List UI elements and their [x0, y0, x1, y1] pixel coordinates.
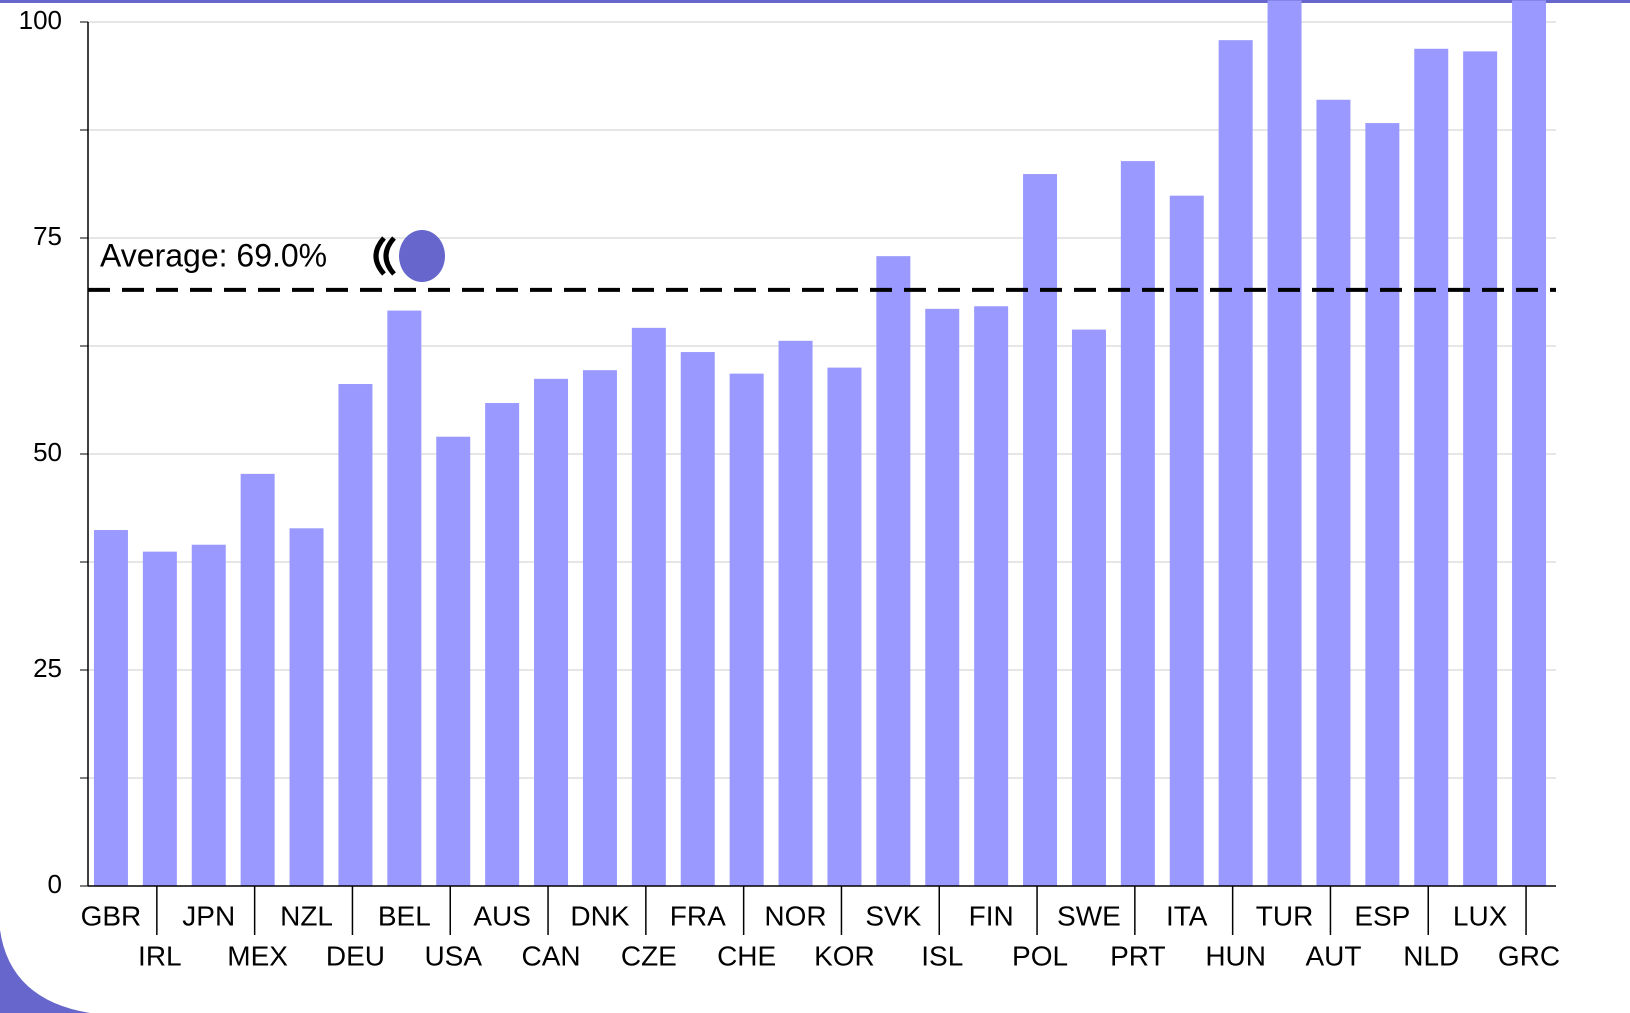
x-tick-label: ESP	[1354, 900, 1410, 931]
x-tick-label: ITA	[1166, 900, 1208, 931]
average-label: Average: 69.0%	[100, 237, 327, 273]
y-tick-label: 0	[48, 869, 62, 899]
x-tick-label: AUS	[473, 900, 531, 931]
x-tick-label: KOR	[814, 940, 875, 971]
x-tick-label: NLD	[1403, 940, 1459, 971]
x-tick-label: GRC	[1498, 940, 1560, 971]
x-tick-label: PRT	[1110, 940, 1166, 971]
x-tick-label: ISL	[921, 940, 963, 971]
bar	[1071, 329, 1106, 887]
bar	[338, 384, 373, 886]
bar	[876, 256, 911, 886]
bar	[1218, 40, 1253, 887]
bar	[436, 436, 471, 886]
y-tick-label: 75	[33, 221, 62, 251]
x-tick-label: CZE	[621, 940, 677, 971]
bar	[1120, 161, 1155, 886]
bar	[1023, 174, 1058, 887]
bar	[680, 352, 715, 887]
x-tick-label: CHE	[717, 940, 776, 971]
x-tick-label: POL	[1012, 940, 1068, 971]
x-tick-label: DEU	[326, 940, 385, 971]
bar	[534, 378, 569, 886]
x-tick-label: USA	[424, 940, 482, 971]
x-tick-label: JPN	[182, 900, 235, 931]
bar	[1169, 195, 1204, 886]
y-tick-label: 50	[33, 437, 62, 467]
bar	[925, 308, 960, 886]
x-tick-label: NZL	[280, 900, 333, 931]
bar	[485, 403, 520, 886]
bar	[729, 373, 764, 886]
x-tick-label: HUN	[1205, 940, 1266, 971]
bars	[93, 0, 1547, 887]
bar	[240, 473, 275, 886]
x-tick-label: TUR	[1256, 900, 1314, 931]
bar	[827, 367, 862, 887]
bar	[387, 310, 422, 886]
x-tick-label: FRA	[670, 900, 726, 931]
x-tick-label: FIN	[969, 900, 1014, 931]
frame-corner	[0, 930, 90, 1013]
bar	[582, 370, 617, 886]
x-tick-label: DNK	[570, 900, 629, 931]
bar	[1316, 99, 1351, 886]
bar	[191, 544, 226, 886]
x-tick-label: LUX	[1453, 900, 1508, 931]
x-tick-label: MEX	[227, 940, 288, 971]
bar	[1267, 0, 1302, 886]
x-tick-label: SWE	[1057, 900, 1121, 931]
bar	[1365, 123, 1400, 886]
grid	[88, 21, 1556, 887]
x-tick-label: SVK	[865, 900, 921, 931]
bar	[1512, 0, 1547, 886]
x-tick-label: GBR	[81, 900, 142, 931]
x-tick-label: CAN	[521, 940, 580, 971]
bar	[93, 530, 128, 886]
x-tick-label: BEL	[378, 900, 431, 931]
y-tick-label: 100	[19, 5, 62, 35]
bar	[142, 551, 177, 886]
bar	[1414, 48, 1449, 887]
bar	[289, 528, 324, 886]
x-tick-label: NOR	[764, 900, 826, 931]
oecd-logo	[373, 230, 445, 282]
y-tick-label: 25	[33, 653, 62, 683]
bar	[631, 327, 666, 887]
x-tick-label: AUT	[1305, 940, 1361, 971]
frame-top	[0, 0, 1630, 3]
x-tick-label: IRL	[138, 940, 182, 971]
bar	[974, 306, 1009, 887]
bar	[778, 340, 813, 886]
bar	[1463, 51, 1498, 887]
